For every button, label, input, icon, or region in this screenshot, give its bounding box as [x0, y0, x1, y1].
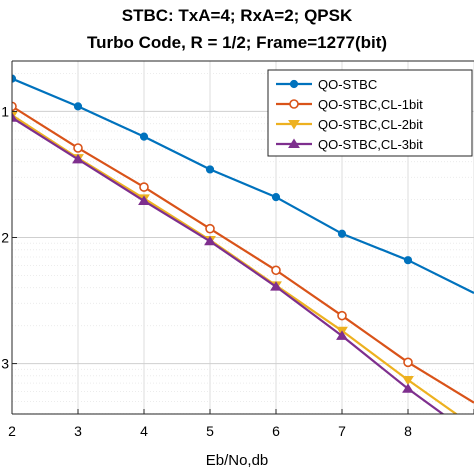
series-line: [12, 77, 474, 294]
data-point: [205, 165, 215, 174]
y-tick-label: 2: [1, 230, 9, 246]
data-point: [402, 383, 414, 393]
data-point: [337, 310, 347, 321]
data-point: [139, 132, 149, 141]
series-1: [12, 74, 474, 294]
legend-entry: QO-STBC,CL-2bit: [276, 117, 423, 132]
x-tick-labels: 2 3 4 5 6 7 8: [8, 409, 474, 439]
series-2: [12, 101, 474, 404]
legend: QO-STBC QO-STBC,CL-1bit QO-STBC,CL-2bit QO-…: [267, 69, 473, 157]
legend-label: QO-STBC,CL-1bit: [318, 97, 423, 112]
data-point: [337, 229, 347, 238]
data-point: [403, 256, 413, 265]
data-point: [271, 193, 281, 202]
legend-label: QO-STBC: [318, 77, 377, 92]
data-point: [204, 235, 216, 246]
series-line: [12, 105, 474, 404]
data-point: [402, 375, 414, 386]
data-point: [289, 79, 299, 89]
data-point: [270, 281, 282, 291]
series-layer: [12, 74, 474, 414]
data-point: [205, 223, 215, 234]
data-point: [336, 330, 348, 340]
data-point: [12, 101, 17, 112]
data-point: [73, 143, 83, 153]
legend-label: QO-STBC,CL-2bit: [318, 117, 423, 132]
series-line: [12, 116, 445, 414]
legend-entry: QO-STBC,CL-1bit: [276, 97, 423, 112]
y-tick-label: 3: [1, 356, 9, 372]
x-tick-label: 5: [206, 423, 214, 439]
x-tick-label: 4: [140, 423, 148, 439]
data-point: [12, 74, 17, 83]
y-tick-label: 1: [1, 103, 9, 119]
data-point: [138, 195, 150, 205]
chart-title-line-1: STBC: TxA=4; RxA=2; QPSK: [122, 6, 353, 25]
data-point: [289, 99, 299, 109]
x-tick-label: 2: [8, 423, 16, 439]
y-tick-labels: 1 2 3: [1, 103, 17, 372]
x-tick-label: 6: [272, 423, 280, 439]
legend-entry: QO-STBC,CL-3bit: [276, 137, 423, 152]
data-point: [271, 265, 281, 276]
data-point: [288, 120, 300, 130]
x-tick-label: 7: [338, 423, 346, 439]
legend-entry: QO-STBC: [276, 77, 377, 92]
data-point: [12, 112, 18, 122]
x-tick-label: 3: [74, 423, 82, 439]
x-axis-label: Eb/No,db: [206, 452, 269, 469]
x-tick-label: 8: [404, 423, 412, 439]
series-4: [12, 112, 445, 414]
data-point: [288, 138, 300, 148]
data-point: [73, 102, 83, 111]
chart-title-line-2: Turbo Code, R = 1/2; Frame=1277(bit): [87, 33, 387, 52]
data-point: [403, 357, 413, 368]
legend-label: QO-STBC,CL-3bit: [318, 137, 423, 152]
data-point: [72, 153, 84, 164]
data-point: [139, 182, 149, 192]
